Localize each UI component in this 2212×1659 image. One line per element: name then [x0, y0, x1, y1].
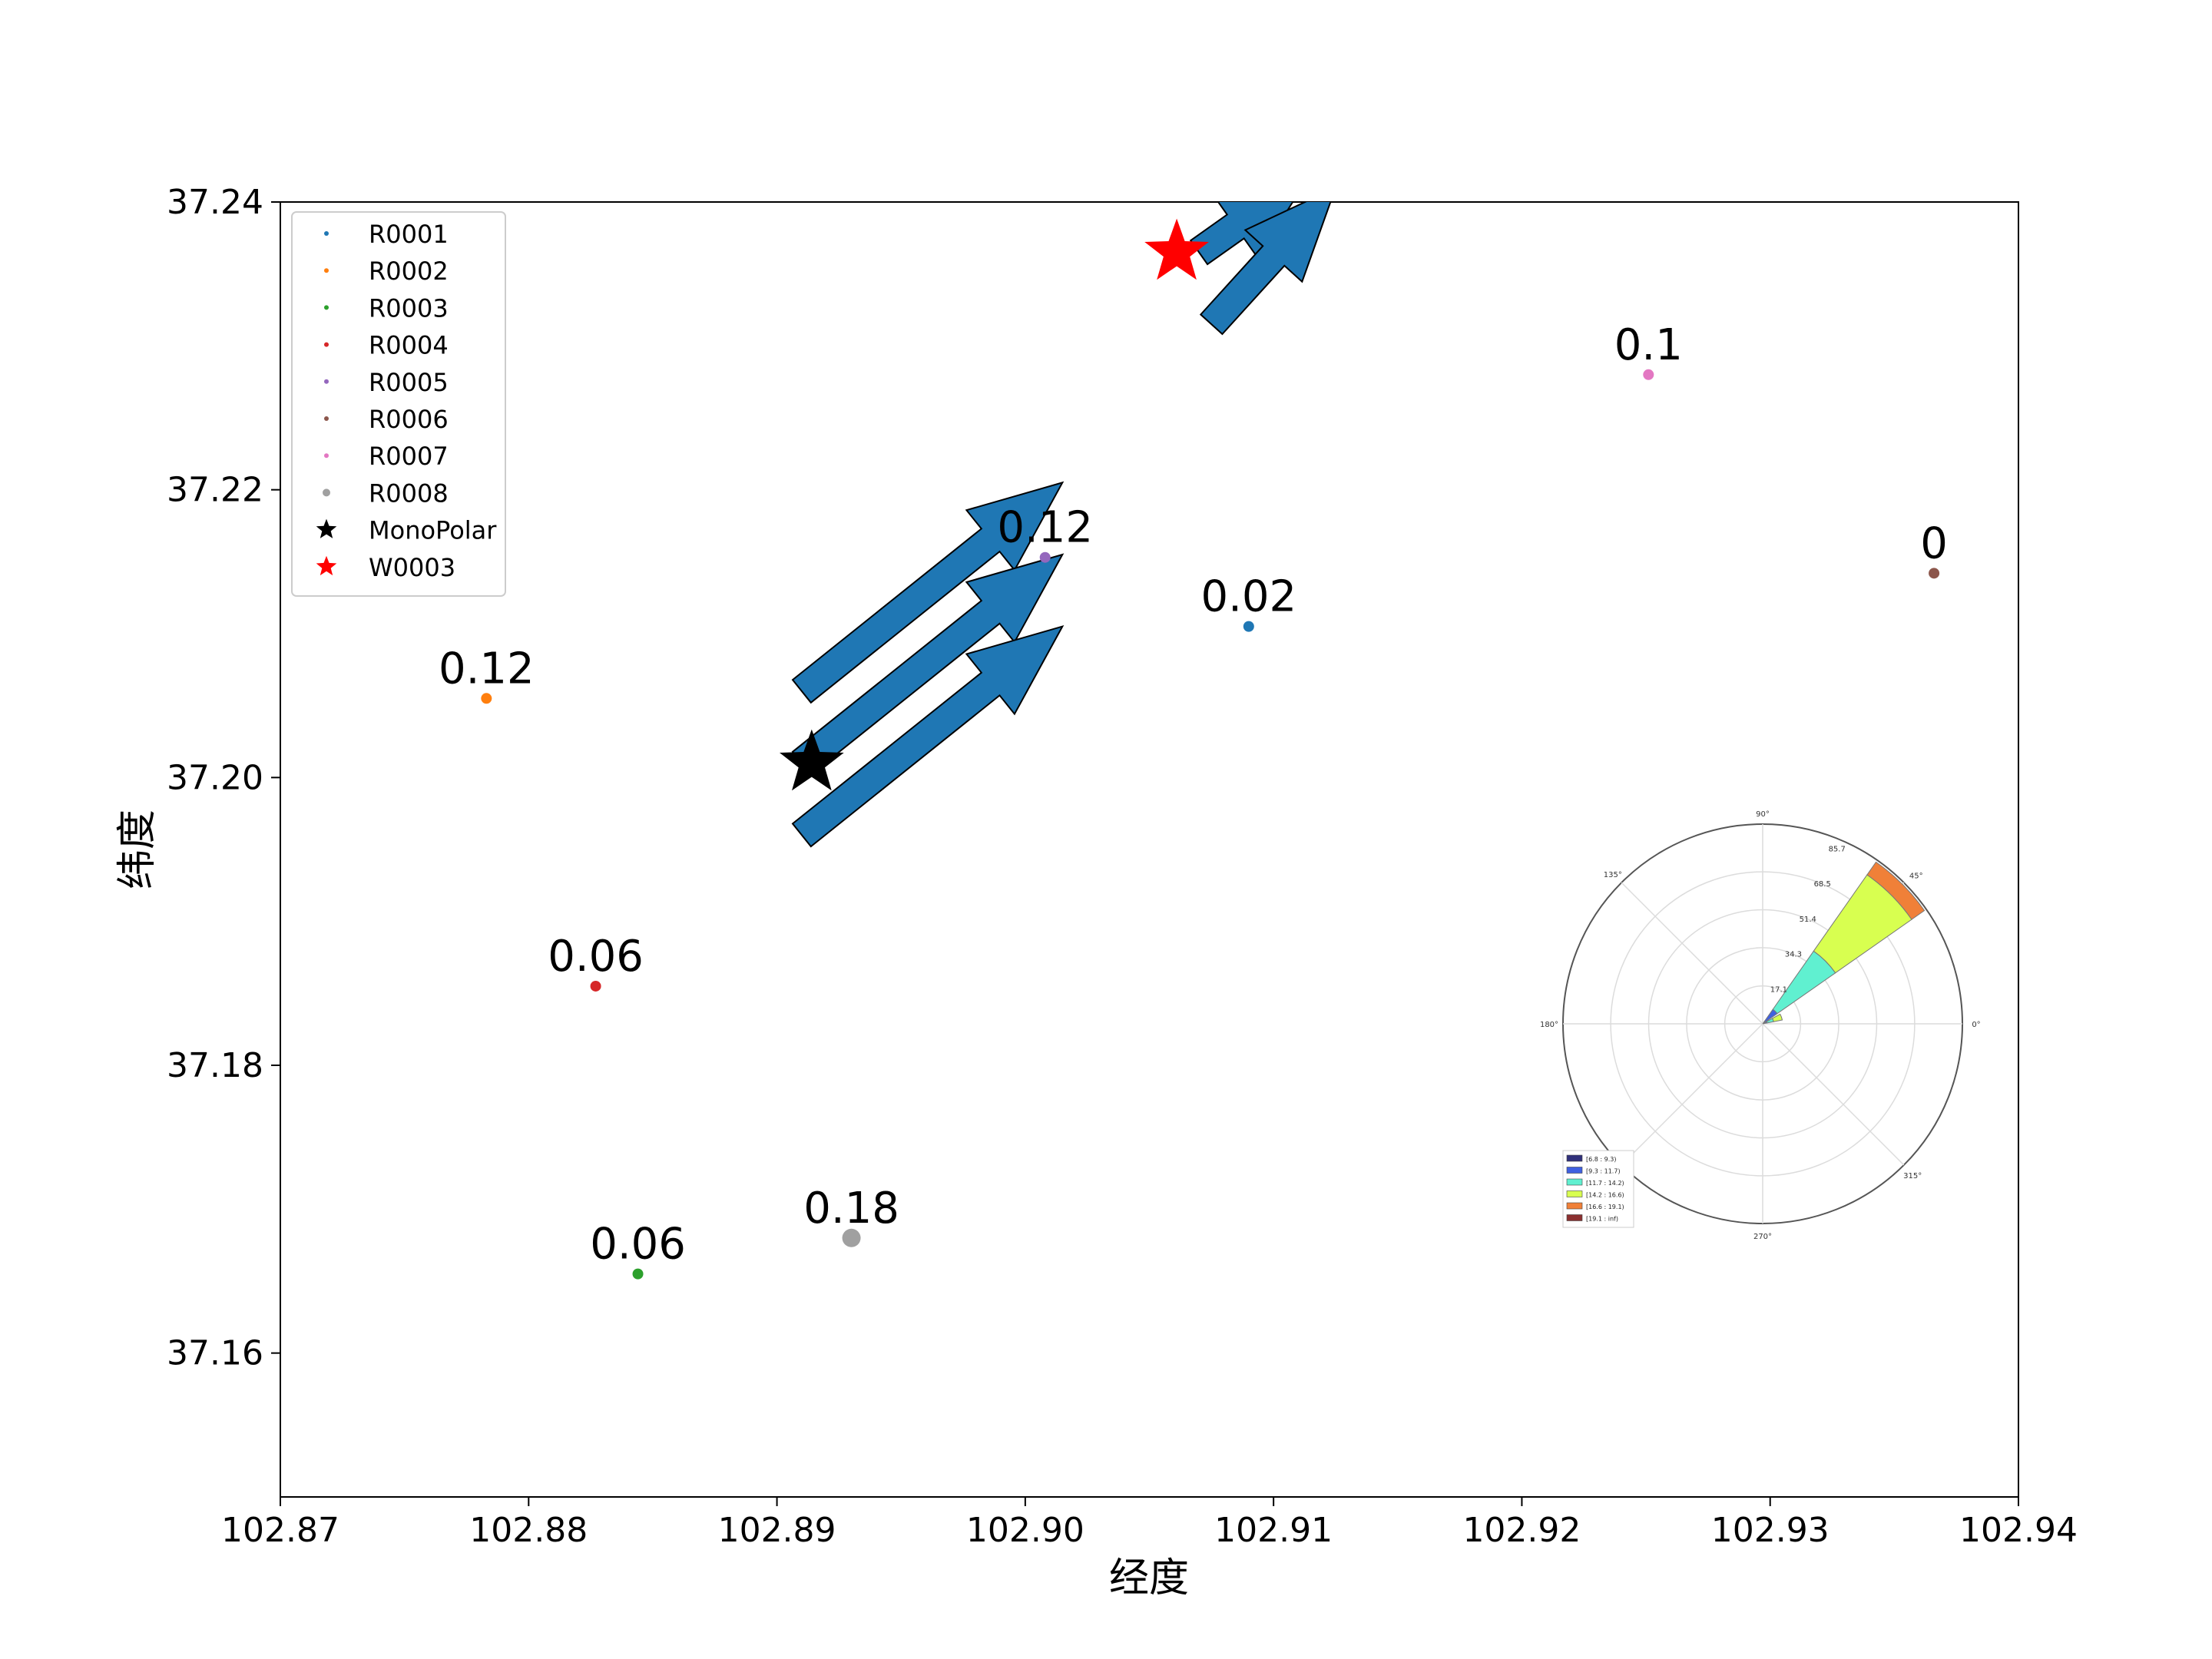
y-tick-label: 37.22 [167, 471, 263, 510]
rose-legend-swatch [1566, 1178, 1583, 1186]
x-tick-label: 102.90 [966, 1511, 1084, 1550]
legend-marker-r0004 [324, 342, 329, 347]
rose-legend-label: [6.8 : 9.3) [1586, 1156, 1616, 1163]
rose-angle-label: 180° [1540, 1021, 1558, 1029]
legend-label-r0008: R0008 [369, 478, 449, 508]
wind-arrows [791, 202, 1332, 848]
x-tick-label: 102.89 [718, 1511, 836, 1550]
x-tick-label: 102.87 [221, 1511, 339, 1550]
point-labels: 0.02 0.12 0.06 0.06 0.12 0 0.1 0.18 [439, 320, 1948, 1270]
legend-label-r0005: R0005 [369, 368, 449, 397]
rose-legend-swatch [1566, 1214, 1583, 1221]
rose-legend-label: [16.6 : 19.1) [1586, 1204, 1624, 1210]
plot-area [280, 201, 2019, 1498]
x-tick-label: 102.91 [1214, 1511, 1333, 1550]
point-value-label: 0.02 [1200, 572, 1296, 622]
wind-rose-inset: 0° 45° 90° 135° 180° 270° 315° 17.1 34.3 51.4 68.5… [1540, 810, 1981, 1241]
rose-radial-label: 68.5 [1814, 880, 1831, 889]
wind-arrow [1199, 202, 1332, 336]
legend-label-r0004: R0004 [369, 331, 449, 360]
legend-label-w0003: W0003 [369, 553, 455, 582]
station-point-r0002 [481, 693, 492, 704]
station-point-r0004 [590, 980, 601, 992]
legend-marker-r0001 [324, 231, 329, 236]
legend-marker-r0003 [324, 305, 329, 310]
rose-legend-label: [19.1 : inf) [1586, 1216, 1618, 1223]
station-point-r0001 [1243, 621, 1254, 632]
x-tick-label: 102.94 [1959, 1511, 2078, 1550]
rose-legend-swatch [1566, 1190, 1583, 1197]
point-value-label: 0.12 [997, 503, 1093, 553]
rose-sector [1866, 861, 1926, 920]
x-axis-label: 经度 [1109, 1555, 1189, 1601]
station-point-r0003 [632, 1268, 644, 1280]
rose-radial-label: 85.7 [1829, 845, 1846, 853]
x-tick-label: 102.93 [1711, 1511, 1830, 1550]
legend-label-r0007: R0007 [369, 442, 449, 471]
legend-marker-r0002 [324, 268, 329, 273]
wind-arrow [791, 624, 1065, 848]
legend-label-r0002: R0002 [369, 257, 449, 286]
rose-angle-label: 315° [1903, 1172, 1922, 1181]
rose-legend-swatch [1566, 1202, 1583, 1210]
legend-marker-r0005 [324, 379, 329, 384]
rose-legend-label: [14.2 : 16.6) [1586, 1192, 1624, 1199]
point-value-label: 0.1 [1614, 320, 1683, 370]
star-marker-w0003 [1144, 218, 1209, 280]
rose-radial-label: 17.1 [1770, 985, 1787, 994]
point-value-label: 0.06 [548, 932, 644, 982]
station-point-r0007 [1643, 369, 1654, 380]
point-value-label: 0.06 [590, 1220, 686, 1270]
y-tick-label: 37.18 [167, 1046, 263, 1085]
point-value-label: 0 [1920, 518, 1948, 568]
star-markers [780, 218, 1209, 791]
y-tick-label: 37.20 [167, 758, 263, 797]
rose-legend-label: [11.7 : 14.2) [1586, 1180, 1624, 1187]
point-value-label: 0.12 [439, 644, 535, 694]
legend-marker-r0007 [324, 453, 329, 459]
y-axis-label: 纬度 [114, 810, 161, 889]
rose-spoke [1621, 882, 1763, 1025]
legend-marker-r0006 [324, 416, 329, 421]
legend-marker-w0003 [316, 555, 337, 576]
rose-radial-label: 34.3 [1785, 951, 1802, 959]
legend-label-r0001: R0001 [369, 220, 449, 249]
station-point-r0008 [842, 1228, 861, 1247]
axes-frame [280, 201, 2019, 1498]
y-tick-label: 37.16 [167, 1334, 263, 1373]
point-value-label: 0.18 [803, 1184, 899, 1233]
station-point-r0005 [1039, 551, 1051, 563]
rose-legend-swatch [1566, 1154, 1583, 1162]
legend-label-r0006: R0006 [369, 405, 449, 434]
station-points [481, 369, 1940, 1280]
legend: R0001 R0002 R0003 R0004 R0005 R0006 R0007 R0008… [291, 211, 506, 597]
rose-legend-swatch [1566, 1167, 1583, 1174]
legend-marker-monopolar [316, 518, 337, 538]
rose-angle-label: 0° [1972, 1021, 1980, 1029]
legend-label-r0003: R0003 [369, 293, 449, 323]
rose-angle-label: 45° [1909, 872, 1923, 880]
x-tick-label: 102.92 [1462, 1511, 1581, 1550]
legend-marker-r0008 [323, 488, 330, 497]
wind-arrow [1189, 202, 1294, 266]
star-marker-monopolar [780, 729, 844, 791]
station-point-r0006 [1929, 568, 1940, 579]
y-tick-label: 37.24 [167, 183, 263, 222]
rose-angle-label: 270° [1753, 1233, 1772, 1241]
rose-spoke [1621, 1023, 1763, 1166]
wind-arrow [791, 553, 1065, 776]
y-axis: 37.16 37.18 37.20 37.22 37.24 [167, 183, 280, 1373]
legend-frame [291, 211, 506, 597]
wind-arrow [791, 481, 1065, 704]
legend-label-monopolar: MonoPolar [369, 516, 497, 545]
rose-angle-label: 90° [1756, 810, 1770, 819]
x-axis: 102.87 102.88 102.89 102.90 102.91 102.92 102.… [221, 1497, 2078, 1550]
rose-radial-label: 51.4 [1800, 916, 1816, 924]
x-tick-label: 102.88 [469, 1511, 588, 1550]
rose-sector-small [1771, 1013, 1783, 1022]
rose-legend-label: [9.3 : 11.7) [1586, 1168, 1621, 1175]
rose-spoke [1762, 1023, 1905, 1166]
rose-angle-label: 135° [1604, 871, 1622, 879]
